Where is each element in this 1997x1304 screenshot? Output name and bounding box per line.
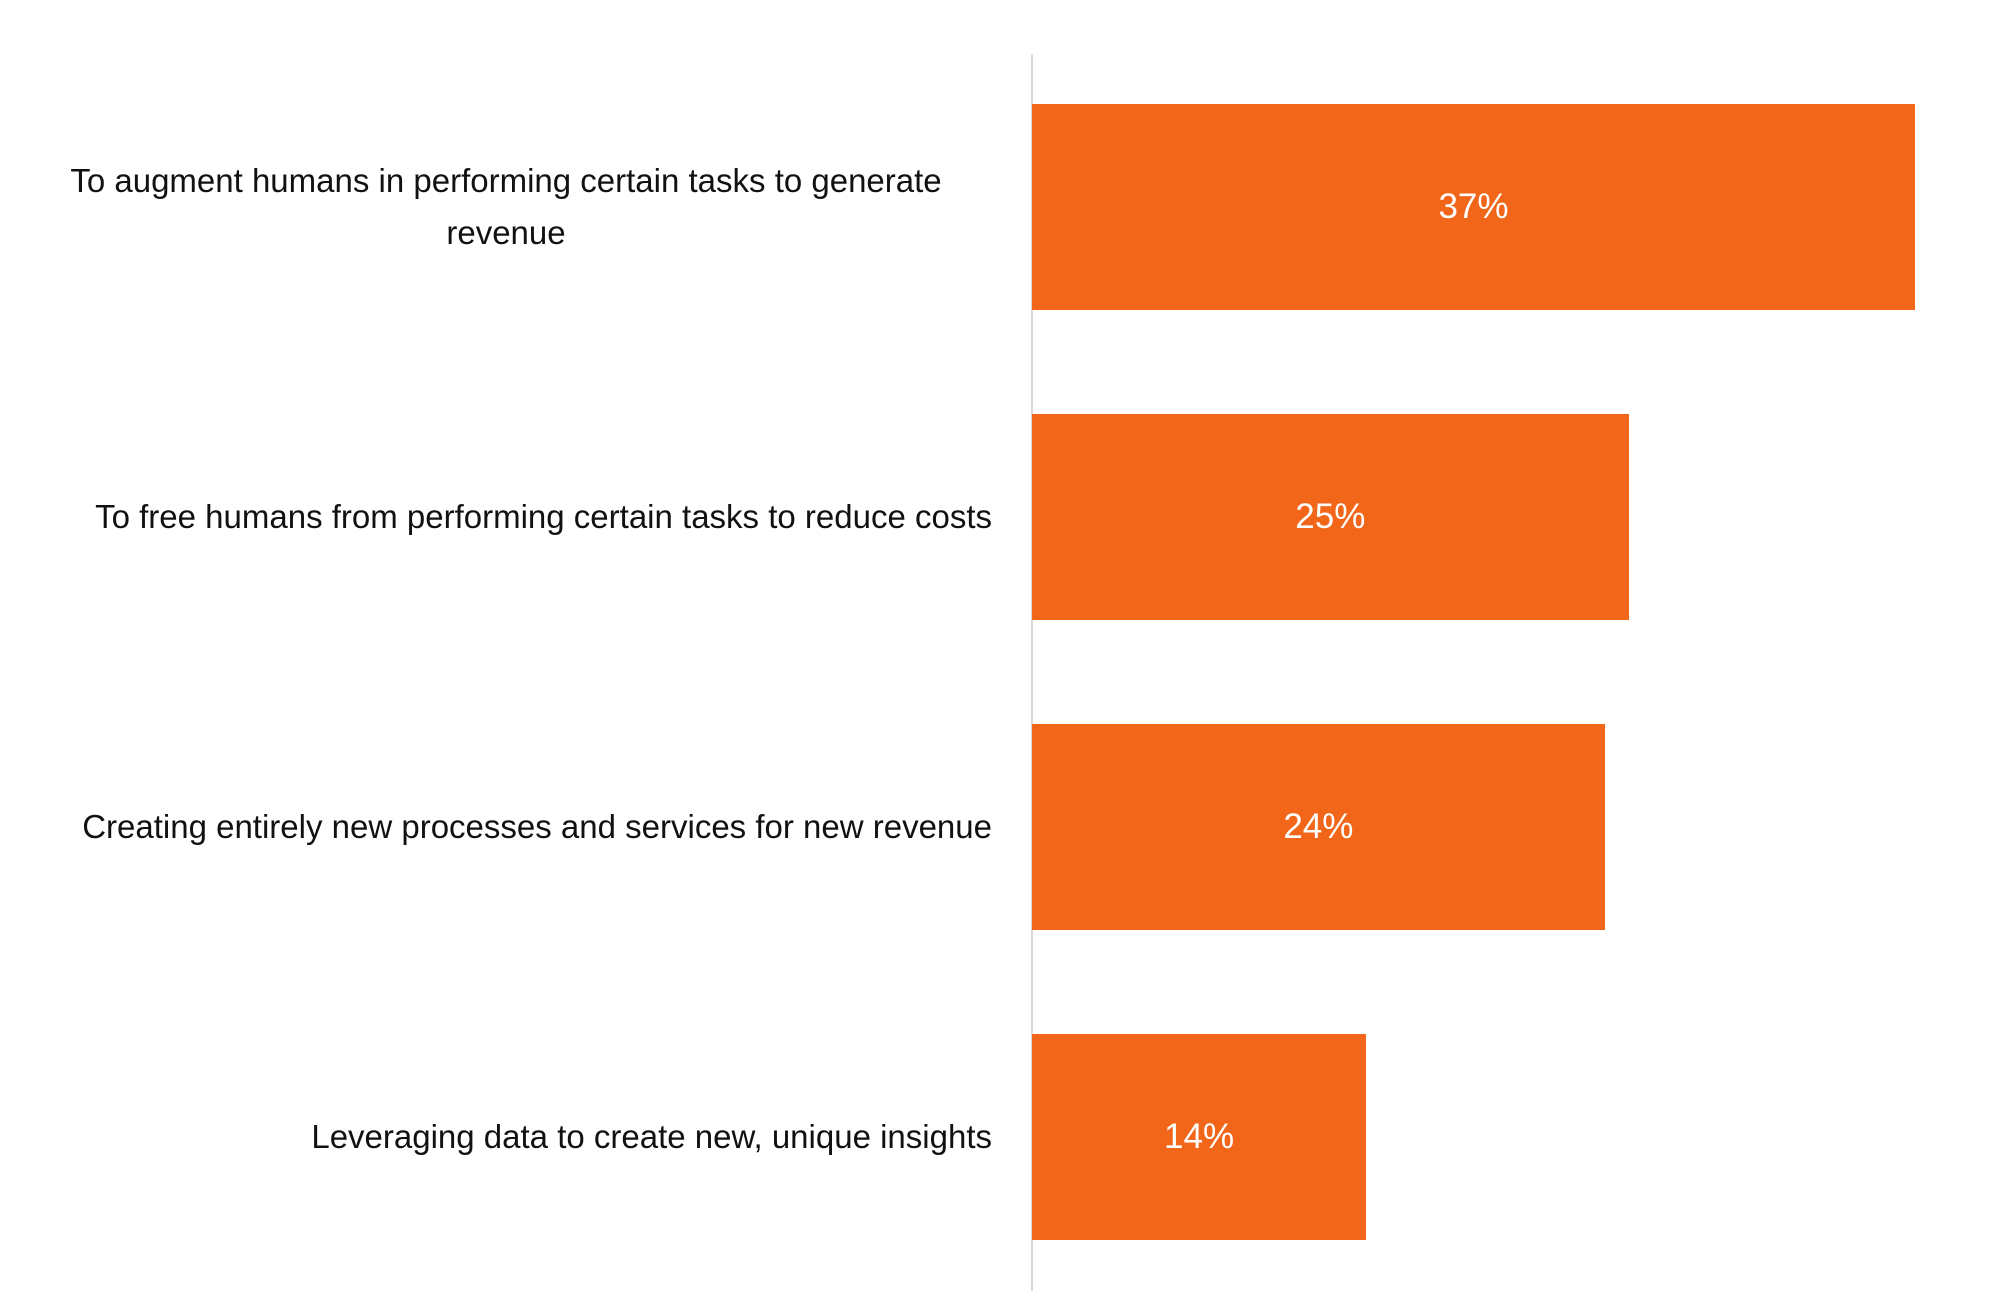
- value-label: 24%: [1283, 807, 1354, 846]
- bar: [1032, 1034, 1367, 1240]
- value-label: 14%: [1164, 1117, 1235, 1156]
- category-text: Leveraging data to create new, unique in…: [311, 1118, 992, 1155]
- category-label: Leveraging data to create new, unique in…: [20, 1034, 992, 1240]
- category-label: Creating entirely new processes and serv…: [20, 724, 992, 930]
- category-text: To free humans from performing certain t…: [95, 498, 992, 535]
- axis-line: [1031, 54, 1033, 1291]
- category-label: To augment humans in performing certain …: [20, 104, 992, 310]
- bar: [1032, 414, 1629, 620]
- bar: [1032, 104, 1915, 310]
- value-label: 37%: [1438, 187, 1509, 226]
- category-label: To free humans from performing certain t…: [20, 414, 992, 620]
- bar: [1032, 724, 1605, 930]
- category-text: To augment humans in performing certain …: [70, 162, 942, 251]
- value-label: 25%: [1295, 497, 1366, 536]
- category-text: Creating entirely new processes and serv…: [82, 808, 992, 845]
